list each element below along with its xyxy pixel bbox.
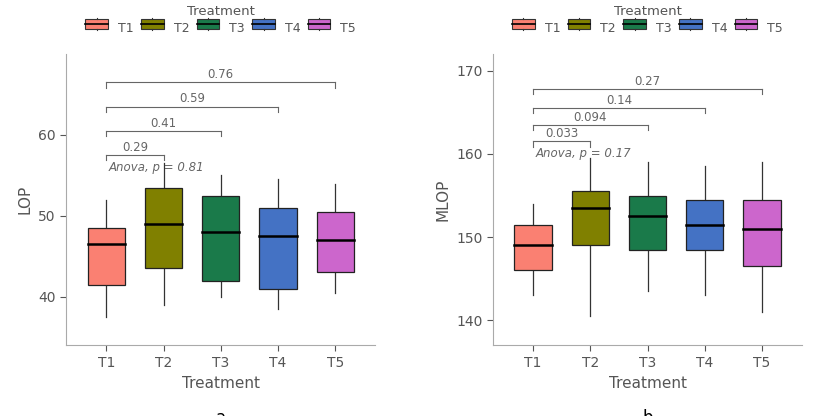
Text: 0.59: 0.59 [179, 92, 205, 106]
Text: 0.27: 0.27 [634, 75, 661, 88]
Text: a: a [216, 409, 226, 416]
Bar [88, 228, 125, 285]
Y-axis label: MLOP: MLOP [436, 178, 451, 221]
Text: Anova, p = 0.81: Anova, p = 0.81 [109, 161, 205, 174]
Text: b: b [643, 409, 653, 416]
X-axis label: Treatment: Treatment [609, 376, 686, 391]
Text: Anova, p = 0.17: Anova, p = 0.17 [536, 147, 632, 160]
Y-axis label: LOP: LOP [17, 185, 32, 214]
X-axis label: Treatment: Treatment [182, 376, 260, 391]
Bar [202, 196, 239, 280]
Bar [686, 200, 724, 250]
Text: 0.094: 0.094 [574, 111, 607, 124]
Text: 0.41: 0.41 [151, 117, 177, 130]
Bar [260, 208, 297, 289]
Bar [514, 225, 552, 270]
Legend: T1, T2, T3, T4, T5: T1, T2, T3, T4, T5 [509, 2, 786, 37]
Text: 0.033: 0.033 [545, 127, 578, 140]
Text: 0.76: 0.76 [208, 68, 234, 81]
Bar [145, 188, 182, 268]
Bar [317, 212, 354, 272]
Bar [629, 196, 667, 250]
Legend: T1, T2, T3, T4, T5: T1, T2, T3, T4, T5 [83, 2, 359, 37]
Bar [571, 191, 609, 245]
Text: 0.29: 0.29 [122, 141, 148, 154]
Text: 0.14: 0.14 [606, 94, 632, 107]
Bar [743, 200, 781, 266]
